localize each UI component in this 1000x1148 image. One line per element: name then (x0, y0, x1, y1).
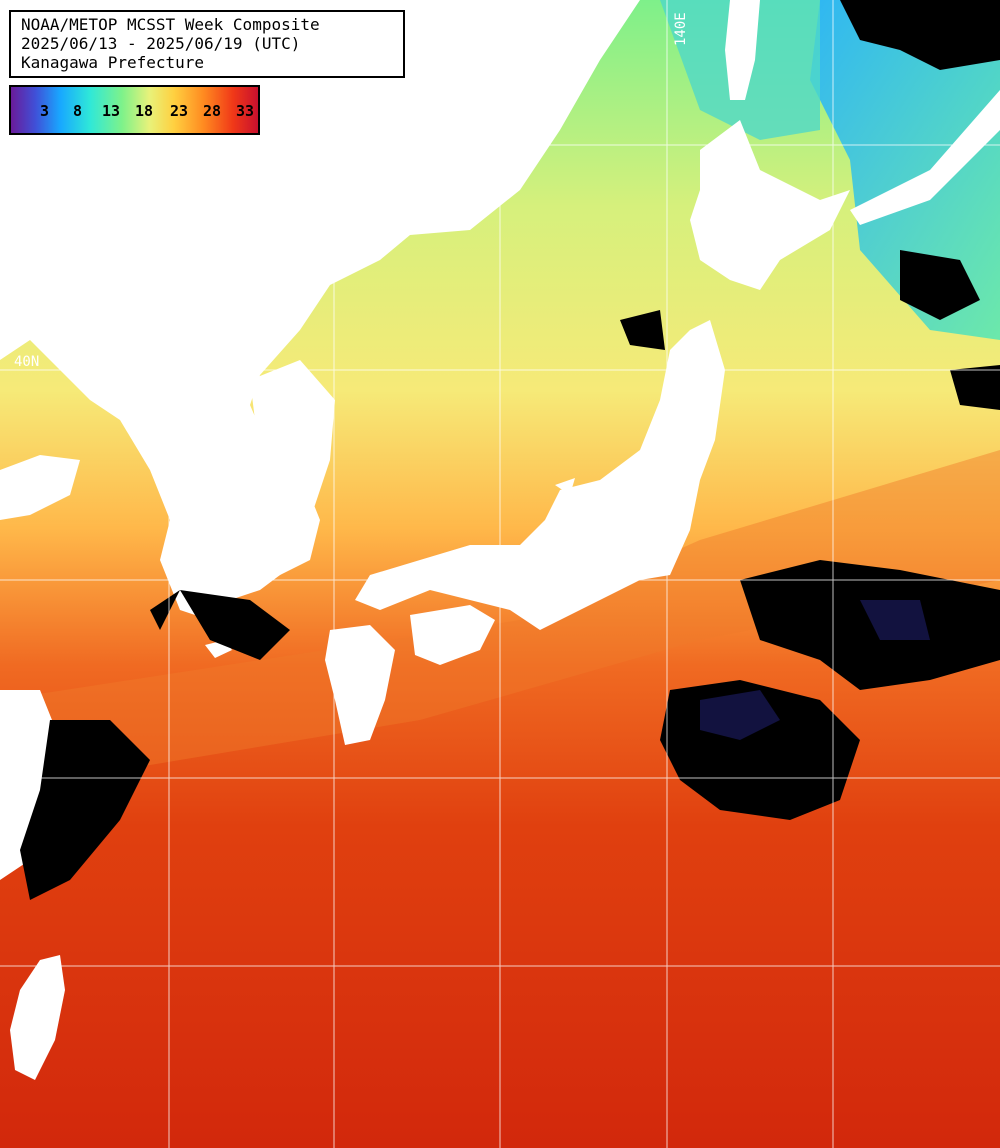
land-kuril-island (850, 90, 1000, 225)
land-china-east-coast (0, 690, 60, 880)
legend-tick-3: 3 (40, 102, 50, 120)
warm-current-band (0, 450, 1000, 790)
land-sakhalin (725, 0, 760, 100)
cold-water-ne (810, 0, 1000, 340)
title-line-1: NOAA/METOP MCSST Week Composite (21, 15, 320, 34)
land-korea (215, 360, 335, 600)
legend-tick-28: 28 (203, 102, 222, 120)
color-legend: 3 8 13 18 23 28 33 (9, 85, 260, 135)
land-shandong (0, 455, 80, 520)
title-line-3: Kanagawa Prefecture (21, 53, 205, 72)
legend-tick-33: 33 (236, 102, 255, 120)
land-sado (555, 478, 575, 495)
legend-tick-23: 23 (170, 102, 189, 120)
legend-tick-13: 13 (102, 102, 121, 120)
land-shikoku (410, 605, 495, 665)
land-island-small (400, 128, 425, 165)
legend-tick-8: 8 (73, 102, 83, 120)
cloud-speckles (700, 600, 930, 740)
land-kyushu (325, 625, 395, 745)
legend-tick-18: 18 (135, 102, 154, 120)
title-line-2: 2025/06/13 - 2025/06/19 (UTC) (21, 34, 301, 53)
land-honshu (355, 320, 725, 630)
land-taiwan (10, 955, 65, 1080)
land-asia-mainland (0, 0, 640, 620)
land-hokkaido (690, 120, 850, 290)
lat-label-40n: 40N (14, 354, 39, 370)
lon-label-140e: 140E (673, 12, 689, 46)
title-box: NOAA/METOP MCSST Week Composite 2025/06/… (9, 10, 405, 78)
